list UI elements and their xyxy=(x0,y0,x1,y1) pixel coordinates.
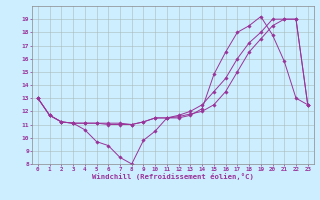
X-axis label: Windchill (Refroidissement éolien,°C): Windchill (Refroidissement éolien,°C) xyxy=(92,173,254,180)
